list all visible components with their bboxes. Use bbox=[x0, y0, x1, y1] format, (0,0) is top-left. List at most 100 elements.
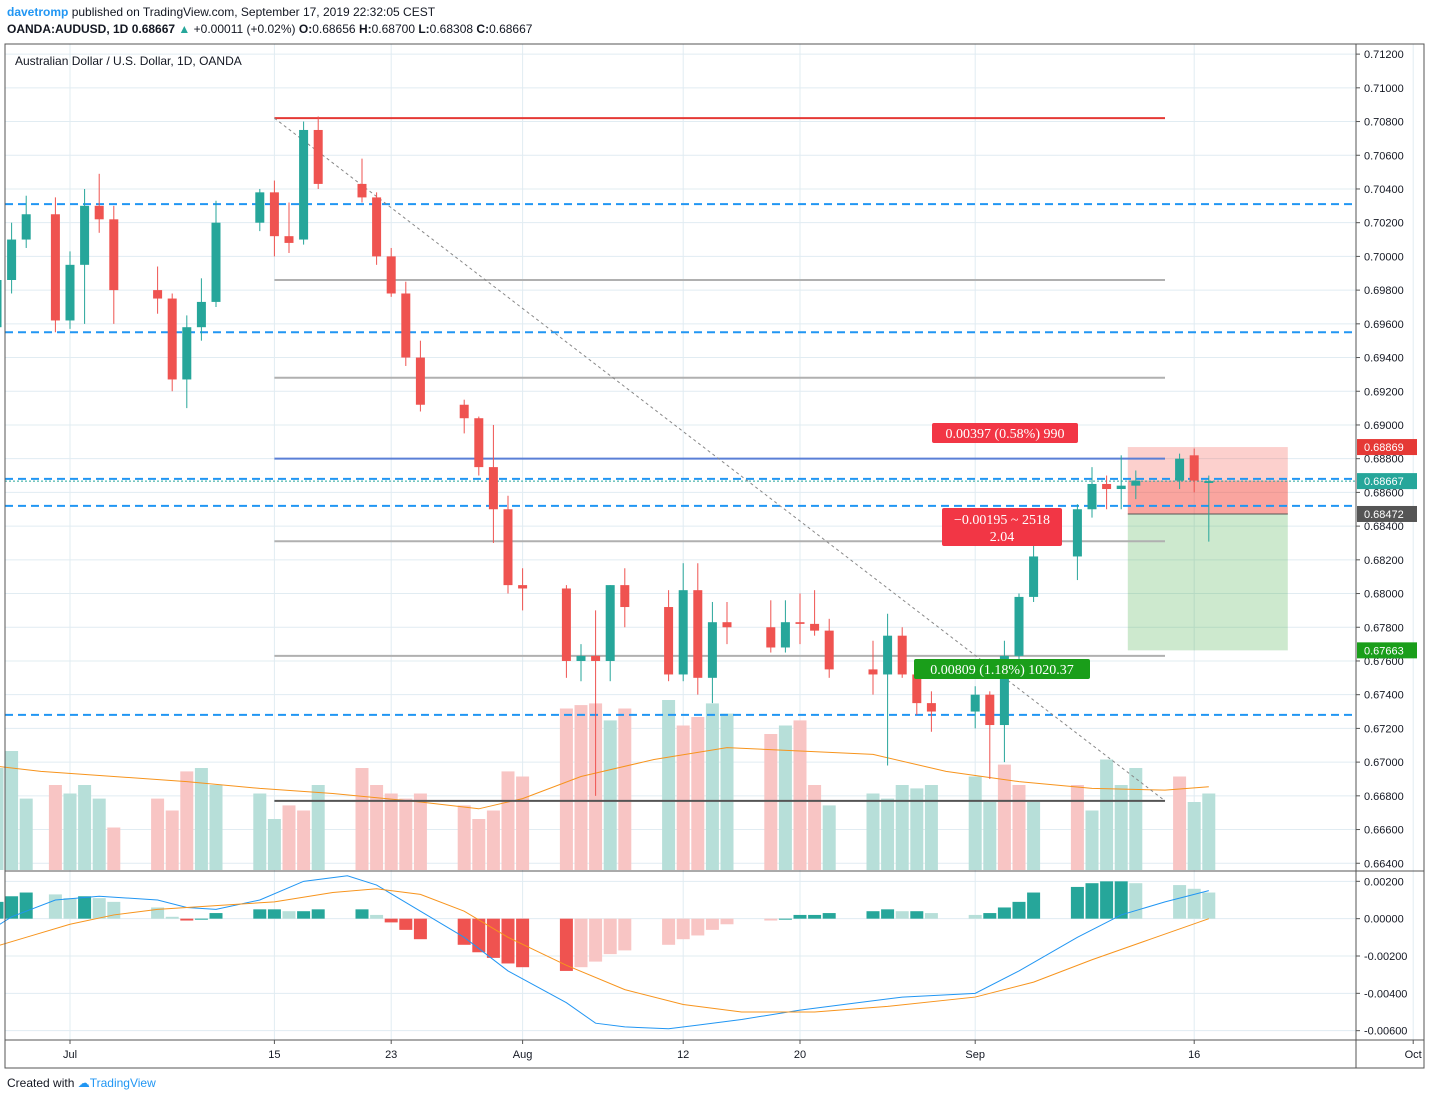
price-axis-label-bg bbox=[1357, 473, 1417, 490]
time-axis[interactable]: Jul1523Aug1220Sep16Oct1422 bbox=[63, 1040, 1431, 1061]
macd-histogram-bar bbox=[589, 918, 603, 962]
macd-histogram-bar bbox=[413, 918, 427, 940]
volume-bar bbox=[778, 725, 792, 870]
macd-histogram-bar bbox=[209, 913, 223, 919]
candle-body bbox=[299, 129, 309, 240]
loss-zone bbox=[1127, 480, 1288, 514]
candle-body bbox=[518, 585, 528, 589]
volume-bar bbox=[808, 785, 822, 870]
target-zone bbox=[1127, 513, 1288, 651]
macd-line bbox=[0, 875, 1209, 1030]
price-axis[interactable]: 0.71200 0.71000 0.70800 0.70600 0.70400 0.702… bbox=[1356, 49, 1417, 1038]
macd-histogram-bar bbox=[486, 918, 500, 958]
candle-body bbox=[65, 264, 75, 321]
time-tick-label: 16 bbox=[1188, 1049, 1200, 1061]
candle-body bbox=[7, 239, 17, 280]
position-labels: 0.00397 (0.58%) 990 −0.00195 ~ 2518 2.04 0.… bbox=[914, 423, 1090, 679]
macd-tick-label: -0.00200 bbox=[1364, 951, 1407, 963]
candle-body bbox=[1014, 596, 1024, 656]
candle-body bbox=[50, 214, 60, 321]
macd-histogram-bar bbox=[983, 913, 997, 919]
macd-histogram-bar bbox=[399, 918, 413, 930]
volume-bar bbox=[1114, 785, 1128, 870]
macd-histogram-bar bbox=[691, 918, 705, 936]
volume-ma-line bbox=[0, 747, 1209, 810]
ohlc-line: OANDA:AUDUSD, 1D 0.68667 ▲ +0.00011 (+0.… bbox=[7, 21, 532, 38]
stop-label: 0.00397 (0.58%) 990 bbox=[946, 427, 1065, 442]
candle-body bbox=[211, 222, 221, 302]
volume-bar bbox=[705, 703, 719, 870]
time-tick-label: 12 bbox=[677, 1049, 689, 1061]
price-tick-label: 0.68400 bbox=[1364, 521, 1404, 533]
created-with: Created with bbox=[7, 1076, 75, 1090]
price-axis-label: 0.67663 bbox=[1364, 645, 1404, 657]
macd-histogram-bar bbox=[297, 911, 311, 919]
candle-body bbox=[868, 669, 878, 675]
macd-histogram-bar bbox=[355, 909, 369, 919]
volume-bar bbox=[78, 785, 92, 870]
macd-histogram-bar bbox=[910, 911, 924, 919]
price-tick-label: 0.69000 bbox=[1364, 420, 1404, 432]
candle-body bbox=[255, 192, 265, 223]
macd-histogram-bar bbox=[822, 913, 836, 919]
macd-histogram-bar bbox=[866, 911, 880, 919]
macd-histogram-bar bbox=[5, 896, 19, 919]
macd-histogram-bar bbox=[705, 918, 719, 930]
last-price: 0.68667 bbox=[131, 22, 176, 36]
volume-bar bbox=[516, 776, 530, 870]
volume-bar bbox=[662, 700, 676, 870]
close-value: 0.68667 bbox=[489, 22, 533, 36]
candle-body bbox=[722, 622, 732, 628]
macd-pane bbox=[0, 875, 1216, 1030]
tradingview-brand[interactable]: TradingView bbox=[89, 1076, 156, 1090]
volume-bar bbox=[370, 785, 384, 870]
macd-histogram-bar bbox=[180, 918, 194, 921]
volume-bar bbox=[764, 734, 778, 870]
macd-histogram-bar bbox=[574, 918, 588, 968]
time-tick-label: 20 bbox=[794, 1049, 806, 1061]
volume-bar bbox=[1187, 802, 1201, 870]
time-tick-label: Jul bbox=[63, 1049, 77, 1061]
volume-bar bbox=[472, 819, 486, 870]
candle-body bbox=[1175, 458, 1185, 481]
volume-bar bbox=[1129, 768, 1143, 870]
short-position-tool[interactable] bbox=[1127, 447, 1288, 651]
signal-line bbox=[0, 888, 1209, 1013]
candle-body bbox=[926, 703, 936, 712]
horizontal-levels[interactable] bbox=[5, 117, 1356, 802]
trend-line[interactable] bbox=[274, 117, 1166, 802]
macd-histogram-bar bbox=[881, 909, 895, 919]
stop-label-bg bbox=[932, 423, 1078, 444]
macd-histogram-bar bbox=[764, 918, 778, 921]
macd-histogram-bar bbox=[793, 914, 807, 919]
volume-bar bbox=[1202, 793, 1216, 870]
volume-bar bbox=[1085, 810, 1099, 870]
candle-body bbox=[80, 205, 90, 265]
volume-bar bbox=[1070, 785, 1084, 870]
macd-histogram-bar bbox=[457, 918, 471, 945]
author-name[interactable]: davetromp bbox=[7, 5, 69, 19]
macd-histogram-bar bbox=[384, 918, 398, 923]
macd-histogram-bar bbox=[1187, 888, 1201, 919]
macd-histogram-bar bbox=[19, 892, 33, 919]
candle-body bbox=[167, 298, 177, 380]
trend-line bbox=[274, 117, 1166, 802]
current-label-bg bbox=[942, 508, 1062, 546]
volume-bar bbox=[63, 793, 77, 870]
macd-tick-label: -0.00600 bbox=[1364, 1026, 1407, 1038]
macd-histogram-bar bbox=[165, 916, 179, 919]
volume-bar bbox=[720, 713, 734, 870]
candle-body bbox=[1189, 455, 1199, 481]
current-label-line-2: 2.04 bbox=[990, 530, 1015, 545]
volume-bar bbox=[5, 751, 19, 870]
volume-bar bbox=[603, 720, 617, 870]
volume-bar bbox=[968, 776, 982, 870]
volume-bar bbox=[209, 785, 223, 870]
open-label: O: bbox=[298, 22, 313, 36]
time-tick-label: Sep bbox=[965, 1049, 985, 1061]
candle-body bbox=[620, 585, 630, 608]
price-tick-label: 0.66400 bbox=[1364, 858, 1404, 870]
candle-body bbox=[459, 404, 469, 419]
volume-bar bbox=[822, 805, 836, 870]
